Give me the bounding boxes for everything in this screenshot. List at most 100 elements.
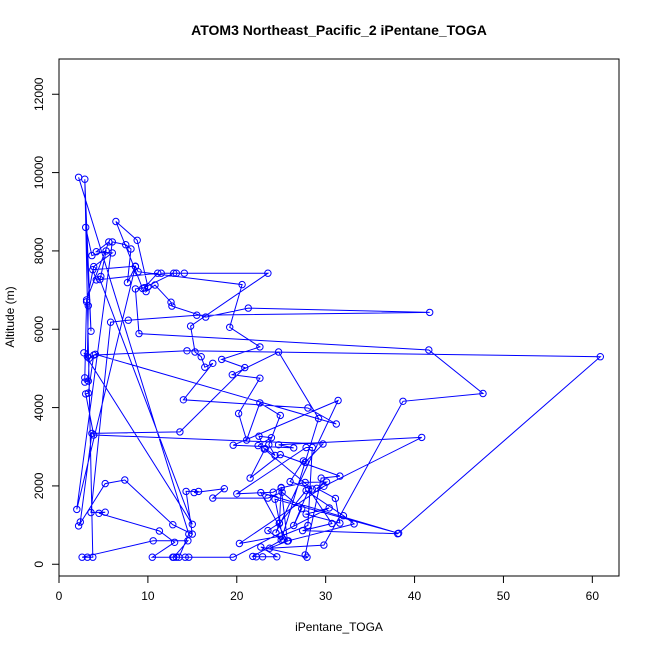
x-tick-label: 40 <box>408 589 422 603</box>
y-tick-label: 2000 <box>32 472 46 499</box>
data-point <box>332 420 340 428</box>
data-point <box>301 478 309 487</box>
data-point <box>334 396 342 405</box>
data-point <box>269 488 277 496</box>
data-point <box>76 518 85 526</box>
data-point <box>596 353 604 361</box>
data-point <box>271 451 279 460</box>
data-point <box>256 399 264 407</box>
x-tick-label: 50 <box>497 589 511 603</box>
data-point <box>172 269 181 277</box>
data-point <box>172 553 181 561</box>
data-point <box>284 537 292 545</box>
data-point <box>185 553 193 561</box>
data-point <box>256 343 264 351</box>
data-point <box>394 530 402 538</box>
data-point <box>179 396 188 404</box>
data-point <box>96 275 104 284</box>
data-point <box>272 529 280 537</box>
data-point <box>197 353 205 361</box>
data-point <box>286 477 294 486</box>
data-point <box>317 474 325 482</box>
data-point <box>336 519 344 527</box>
data-point <box>264 526 272 535</box>
data-point <box>140 284 149 292</box>
data-point <box>265 441 273 449</box>
data-point <box>201 363 209 371</box>
data-point <box>241 363 249 372</box>
data-point <box>157 269 165 277</box>
data-point <box>234 409 243 418</box>
data-point <box>180 269 189 277</box>
data-point <box>133 236 141 245</box>
x-tick-label: 20 <box>230 589 244 603</box>
data-point <box>194 487 203 496</box>
data-point <box>290 521 298 530</box>
data-point <box>184 537 192 545</box>
data-point <box>155 527 164 535</box>
data-point <box>278 488 286 496</box>
data-point <box>127 245 135 253</box>
data-point <box>235 539 244 548</box>
y-tick-label: 6000 <box>32 316 46 343</box>
x-tick-label: 0 <box>56 589 63 603</box>
data-point <box>303 553 311 561</box>
data-point <box>82 298 91 306</box>
data-point <box>308 485 316 493</box>
x-tick-label: 60 <box>586 589 600 603</box>
series-line <box>76 177 602 558</box>
data-point <box>228 371 237 379</box>
data-point <box>176 428 184 436</box>
data-point <box>88 429 96 438</box>
y-tick-label: 12000 <box>32 77 46 111</box>
data-point <box>290 444 298 452</box>
chart-title: ATOM3 Northeast_Pacific_2 iPentane_TOGA <box>191 22 487 38</box>
data-point <box>108 238 117 246</box>
data-point <box>209 359 217 367</box>
data-point <box>202 313 210 321</box>
data-point <box>319 440 327 448</box>
data-point <box>257 543 265 551</box>
data-point <box>418 433 426 442</box>
data-point <box>277 536 285 544</box>
data-point <box>106 318 115 326</box>
data-point <box>154 269 162 277</box>
y-axis: 0 2000 4000 6000 8000 10000 12000 <box>32 77 60 568</box>
data-point <box>186 322 195 330</box>
data-point <box>209 494 217 502</box>
data-point <box>277 532 285 540</box>
data-point <box>182 487 190 496</box>
data-point <box>242 436 251 444</box>
data-point <box>95 509 103 517</box>
data-point <box>131 285 140 293</box>
data-point <box>298 526 307 535</box>
data-point <box>226 323 234 331</box>
data-point <box>274 348 283 356</box>
data-point <box>188 520 197 528</box>
data-point <box>169 553 177 561</box>
data-point <box>233 490 241 498</box>
data-point <box>425 346 433 354</box>
data-point <box>101 479 109 488</box>
data-point <box>112 217 120 226</box>
data-point <box>264 494 272 502</box>
data-point <box>121 476 129 484</box>
data-point <box>229 441 237 449</box>
data-point <box>276 411 284 420</box>
data-point <box>108 249 117 257</box>
data-point <box>313 484 321 492</box>
data-point <box>325 504 333 512</box>
data-point <box>123 278 132 287</box>
data-point <box>122 241 130 249</box>
y-tick-label: 0 <box>32 561 46 568</box>
data-point <box>304 521 312 530</box>
data-point <box>151 281 159 289</box>
data-point <box>246 474 254 482</box>
data-point <box>301 551 309 559</box>
data-point <box>299 457 308 465</box>
y-tick-label: 4000 <box>32 394 46 421</box>
data-point <box>190 488 198 497</box>
data-point <box>426 308 434 317</box>
data-point <box>90 351 98 359</box>
